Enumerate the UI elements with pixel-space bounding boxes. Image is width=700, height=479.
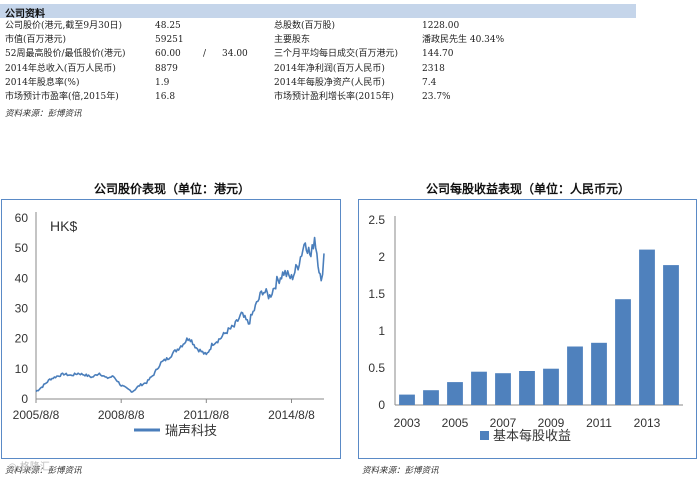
y-tick-label: 40 <box>15 271 29 285</box>
y-tick-label: 0.5 <box>368 361 385 375</box>
bar-2008 <box>519 371 535 405</box>
bar-2011 <box>591 342 607 405</box>
y-tick-label: 1 <box>378 324 385 338</box>
y-tick-label: 10 <box>15 362 29 376</box>
unit-label: HK$ <box>50 218 77 234</box>
info-value: 1228.00 <box>422 21 460 31</box>
info-value: 23.7% <box>422 92 451 102</box>
info-label: 2014年每股净资产(人民币) <box>274 77 385 88</box>
x-tick-label: 2007 <box>490 416 517 430</box>
info-label: 主要股东 <box>274 35 311 46</box>
info-label: 公司股价(港元,截至9月30日) <box>5 21 123 31</box>
y-tick-label: 1.5 <box>368 287 385 301</box>
info-label: 2014年净利润(百万人民币) <box>274 63 385 74</box>
info-value: 2318 <box>422 63 445 74</box>
y-tick-label: 0 <box>21 392 28 406</box>
x-tick-label: 2005 <box>442 416 469 430</box>
y-tick-label: 50 <box>15 241 29 255</box>
bar-2007 <box>495 373 511 405</box>
bar-2006 <box>471 371 487 405</box>
info-value: 潘政民先生 40.34% <box>422 35 505 46</box>
eps-chart-source: 资料来源：彭博资讯 <box>362 466 439 476</box>
info-label: 52周最高股价/最低股价(港元) <box>5 49 126 60</box>
bar-2010 <box>567 346 583 405</box>
eps-bar-chart: 0 0.5 1 1.5 2 2.5 2003 2005 2007 2009 2011 2013 基本每股… <box>368 213 683 443</box>
bar-2012 <box>615 299 631 405</box>
info-label: 总股数(百万股) <box>274 21 336 31</box>
info-label: 三个月平均每日成交(百万港元) <box>274 49 399 60</box>
series-line-ruisheng <box>35 236 325 393</box>
info-label: 2014年总收入(百万人民币) <box>5 63 116 74</box>
company-info-header: 公司资料 <box>0 4 636 20</box>
info-value: 48.25 <box>155 21 181 31</box>
y-tick-label: 2.5 <box>368 213 385 227</box>
legend-swatch <box>480 431 489 440</box>
x-tick-label: 2013 <box>634 416 661 430</box>
info-label: 市场预计市盈率(倍,2015年) <box>5 92 119 102</box>
bar-2005 <box>447 382 463 405</box>
y-tick-label: 2 <box>378 250 385 264</box>
info-value-low: 34.00 <box>222 49 248 60</box>
watermark-logo: ◎ 格隆汇 <box>8 462 50 473</box>
info-value: 60.00 <box>155 49 181 60</box>
info-value: 144.70 <box>422 49 454 60</box>
bar-2004 <box>423 390 439 405</box>
x-tick-label: 2003 <box>394 416 421 430</box>
y-tick-label: 60 <box>15 211 29 225</box>
info-label: 市场预计盈利增长率(2015年) <box>274 92 394 102</box>
bar-2014 <box>663 265 679 405</box>
bar-2003 <box>399 394 415 405</box>
bar-2009 <box>543 368 559 405</box>
price-chart-source: 资料来源：彭博资讯 <box>5 466 82 476</box>
info-label: 市值(百万港元) <box>5 35 67 46</box>
price-chart-panel: 0 10 20 30 40 50 60 2005/8/8 2008/8/8 2011/8/8 201… <box>1 199 341 459</box>
info-value: 7.4 <box>422 77 437 88</box>
bar-2013 <box>639 249 655 405</box>
info-value: 8879 <box>155 63 178 74</box>
info-value: 1.9 <box>155 77 170 88</box>
x-tick-label: 2009 <box>538 416 565 430</box>
company-info-title: 公司资料 <box>5 9 45 20</box>
table-source: 资料来源：彭博资讯 <box>5 109 82 119</box>
eps-chart-panel: 0 0.5 1 1.5 2 2.5 2003 2005 2007 2009 2011 2013 基本每股… <box>358 199 697 459</box>
y-tick-label: 20 <box>15 332 29 346</box>
x-tick-label: 2011/8/8 <box>183 408 229 422</box>
info-value: 16.8 <box>155 92 176 102</box>
y-tick-label: 30 <box>15 302 29 316</box>
legend-label: 基本每股收益 <box>493 428 571 443</box>
info-label: 2014年股息率(%) <box>5 77 80 88</box>
price-line-chart: 0 10 20 30 40 50 60 2005/8/8 2008/8/8 2011/8/8 201… <box>13 211 325 438</box>
x-tick-label: 2005/8/8 <box>13 408 60 422</box>
legend-label: 瑞声科技 <box>165 423 217 438</box>
eps-chart-title: 公司每股收益表现（单位：人民币元） <box>425 182 630 196</box>
info-value: 59251 <box>155 35 184 46</box>
price-chart-title: 公司股价表现（单位：港元） <box>93 182 250 196</box>
x-tick-label: 2008/8/8 <box>98 408 145 422</box>
x-tick-label: 2011 <box>586 416 612 430</box>
info-value-separator: / <box>203 49 207 60</box>
x-tick-label: 2014/8/8 <box>268 408 315 422</box>
y-tick-label: 0 <box>378 398 385 412</box>
